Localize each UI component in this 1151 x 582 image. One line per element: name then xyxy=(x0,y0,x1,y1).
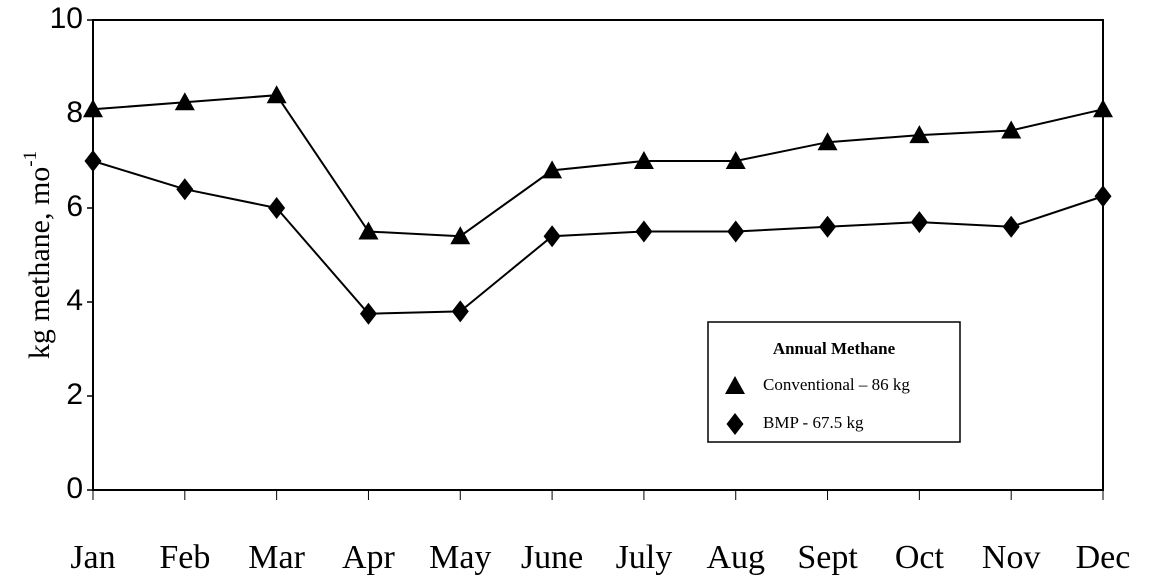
y-axis-label: kg methane, mo-1 xyxy=(20,151,56,359)
legend: Annual Methane xyxy=(707,321,961,443)
series-line xyxy=(92,160,1104,315)
data-point xyxy=(633,151,654,169)
y-tick-label: 0 xyxy=(66,472,83,505)
data-point xyxy=(174,92,195,111)
data-point xyxy=(543,225,561,248)
data-point xyxy=(358,221,379,240)
data-point xyxy=(451,300,469,323)
x-tick-label: Nov xyxy=(982,539,1041,576)
x-tick-label: Oct xyxy=(895,539,945,576)
x-tick-label: Jan xyxy=(70,539,115,576)
y-tick-label: 8 xyxy=(66,96,83,129)
x-tick-label: Dec xyxy=(1076,539,1131,576)
legend-label: BMP - 67.5 kg xyxy=(763,413,864,432)
data-point xyxy=(83,99,103,118)
data-point xyxy=(727,220,745,243)
series-line xyxy=(92,94,1104,238)
data-point xyxy=(819,215,837,238)
y-tick-label: 6 xyxy=(66,190,83,223)
data-point xyxy=(1002,215,1020,238)
data-point xyxy=(725,151,746,169)
legend-marker xyxy=(726,413,744,435)
legend-box xyxy=(707,321,961,443)
data-point xyxy=(1094,185,1112,208)
x-tick-label: May xyxy=(429,539,491,576)
data-point xyxy=(910,211,928,234)
data-point xyxy=(909,125,930,144)
x-tick-label: Mar xyxy=(248,539,305,576)
data-point xyxy=(817,132,838,151)
x-tick-label: July xyxy=(616,539,673,576)
x-tick-label: Feb xyxy=(159,539,210,576)
x-tick-label: Apr xyxy=(342,539,396,576)
y-tick-label: 4 xyxy=(66,284,83,317)
data-point xyxy=(1093,99,1113,118)
legend-label: Conventional – 86 kg xyxy=(763,375,910,394)
y-tick-label: 10 xyxy=(50,2,83,35)
data-point xyxy=(176,178,194,201)
data-point xyxy=(635,220,653,243)
data-point xyxy=(359,302,377,325)
data-point xyxy=(84,150,102,172)
x-tick-label: Sept xyxy=(797,539,858,576)
data-point xyxy=(266,85,287,104)
x-tick-label: June xyxy=(521,539,583,576)
data-point xyxy=(1001,120,1022,139)
legend-marker xyxy=(725,376,745,394)
data-point xyxy=(268,197,286,219)
data-point xyxy=(542,160,563,179)
y-tick-label: 2 xyxy=(66,378,83,411)
y-axis-label-sup: -1 xyxy=(20,151,41,167)
legend-title: Annual Methane xyxy=(773,339,896,358)
x-tick-label: Aug xyxy=(706,539,765,576)
y-axis-label-main: kg methane, mo xyxy=(23,167,56,359)
plot-frame xyxy=(92,19,1104,491)
data-point xyxy=(450,226,471,245)
